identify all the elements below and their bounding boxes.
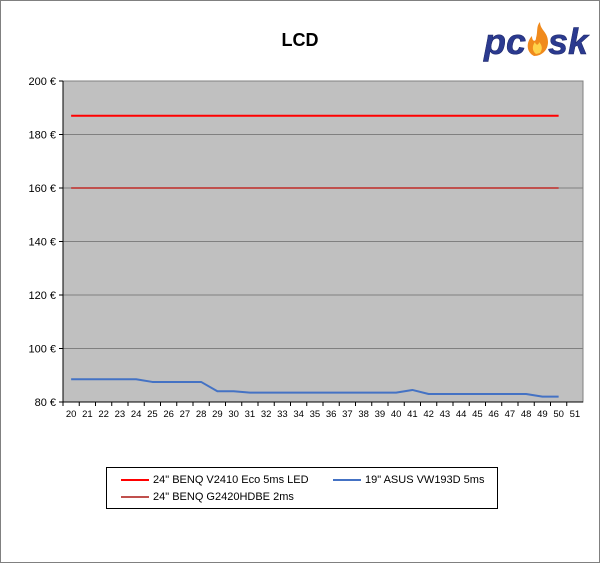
x-tick-label: 32 xyxy=(261,409,272,420)
x-tick-label: 42 xyxy=(423,409,434,420)
x-tick-label: 30 xyxy=(228,409,239,420)
x-tick-label: 36 xyxy=(326,409,337,420)
x-tick-label: 21 xyxy=(82,409,93,420)
x-axis-ticks: 20 21 22 23 24 25 26 27 28 29 30 31 32 33 34 35 36 37 38 39… xyxy=(62,402,581,420)
x-tick-label: 22 xyxy=(98,409,109,420)
x-tick-label: 51 xyxy=(570,409,581,420)
y-tick-label: 120 € xyxy=(28,290,56,302)
legend-label-asus-vw193d: 19" ASUS VW193D 5ms xyxy=(365,474,485,486)
x-tick-label: 23 xyxy=(115,409,126,420)
series-lines xyxy=(71,114,559,398)
x-tick-label: 44 xyxy=(456,409,467,420)
legend-item-benq-g2420: 24" BENQ G2420HDBE 2ms xyxy=(121,491,294,504)
x-tick-label: 33 xyxy=(277,409,288,420)
y-tick-label: 140 € xyxy=(28,237,56,249)
x-tick-label: 20 xyxy=(66,409,77,420)
pcosk-logo: pc sk xyxy=(482,18,591,63)
legend-label-benq-g2420: 24" BENQ G2420HDBE 2ms xyxy=(153,491,294,503)
x-tick-label: 41 xyxy=(407,409,418,420)
svg-text:pc: pc xyxy=(483,21,526,62)
x-tick-label: 28 xyxy=(196,409,207,420)
x-tick-label: 46 xyxy=(488,409,499,420)
legend-item-benq-v2410: 24" BENQ V2410 Eco 5ms LED xyxy=(121,474,309,487)
legend-label-benq-v2410: 24" BENQ V2410 Eco 5ms LED xyxy=(153,474,309,486)
y-tick-label: 100 € xyxy=(28,344,56,356)
x-tick-label: 34 xyxy=(293,409,304,420)
x-tick-label: 48 xyxy=(521,409,532,420)
legend-item-asus-vw193d: 19" ASUS VW193D 5ms xyxy=(333,474,484,487)
y-tick-label: 160 € xyxy=(28,183,56,195)
svg-text:sk: sk xyxy=(548,21,590,62)
legend: 24" BENQ V2410 Eco 5ms LED 19" ASUS VW19… xyxy=(106,467,498,509)
x-tick-label: 27 xyxy=(180,409,191,420)
series-line-1 xyxy=(71,378,559,398)
legend-swatch-benq-g2420 xyxy=(121,496,149,499)
chart-title: LCD xyxy=(281,30,319,50)
y-tick-label: 180 € xyxy=(28,130,56,142)
x-tick-label: 26 xyxy=(163,409,174,420)
x-tick-label: 43 xyxy=(440,409,451,420)
x-tick-label: 29 xyxy=(212,409,223,420)
legend-swatch-benq-v2410 xyxy=(121,479,149,482)
x-tick-label: 39 xyxy=(375,409,386,420)
x-tick-label: 45 xyxy=(472,409,483,420)
x-tick-label: 24 xyxy=(131,409,142,420)
x-tick-label: 25 xyxy=(147,409,158,420)
x-tick-label: 40 xyxy=(391,409,402,420)
x-tick-label: 35 xyxy=(310,409,321,420)
y-tick-label: 200 € xyxy=(28,76,56,88)
x-tick-label: 38 xyxy=(358,409,369,420)
x-tick-label: 49 xyxy=(537,409,548,420)
legend-swatch-asus-vw193d xyxy=(333,479,361,482)
x-tick-label: 47 xyxy=(505,409,516,420)
x-tick-label: 31 xyxy=(245,409,256,420)
y-axis-ticks: 80 € 100 € 120 € 140 € 160 € 180 € 200 € xyxy=(28,76,63,409)
x-tick-label: 50 xyxy=(553,409,564,420)
x-tick-label: 37 xyxy=(342,409,353,420)
y-tick-label: 80 € xyxy=(35,397,56,409)
